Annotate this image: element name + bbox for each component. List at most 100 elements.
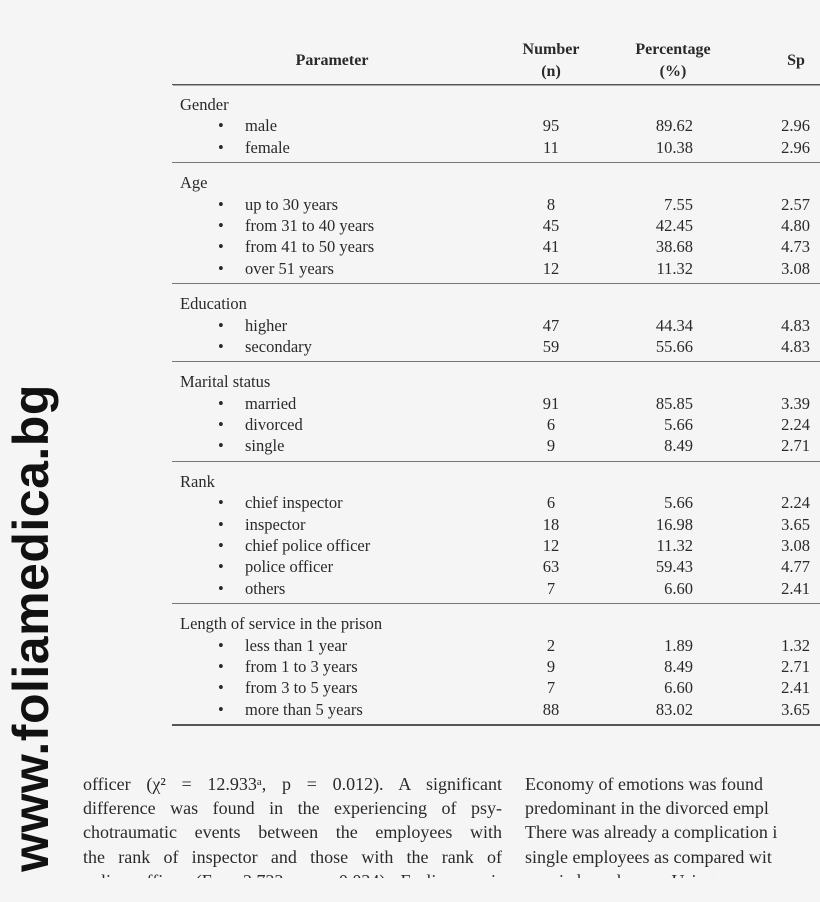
row-percentage: 11.32	[656, 258, 693, 278]
bullet-icon: •	[218, 699, 224, 719]
bullet-icon: •	[218, 137, 224, 157]
row-number: 95	[542, 116, 560, 136]
row-item: up to 30 years	[245, 194, 339, 214]
row-percentage: 5.66	[664, 415, 693, 435]
table-row: • from 41 to 50 years 41 38.68 4.73	[172, 236, 820, 257]
row-number: 9	[546, 436, 556, 456]
row-item: from 41 to 50 years	[245, 237, 375, 257]
row-item: married	[245, 393, 297, 413]
row-sp: 2.41	[781, 678, 810, 698]
row-number: 88	[542, 699, 560, 719]
row-number: 59	[542, 336, 560, 356]
group-label: Length of service in the prison	[180, 614, 383, 634]
group-label: Rank	[180, 471, 215, 491]
group-label-row: Rank	[172, 471, 820, 492]
table-row: • up to 30 years 8 7.55 2.57	[172, 194, 820, 215]
text-line: single employees as compared wit	[525, 846, 772, 867]
bullet-icon: •	[218, 194, 224, 214]
table-row: • more than 5 years 88 83.02 3.65	[172, 699, 820, 720]
group-label: Education	[180, 294, 247, 314]
text-line: There was already a complication i	[525, 822, 778, 843]
row-item: divorced	[245, 415, 303, 435]
table-row: • chief inspector 6 5.66 2.24	[172, 492, 820, 513]
row-percentage: 6.60	[664, 678, 693, 698]
row-item: less than 1 year	[245, 635, 348, 655]
bullet-icon: •	[218, 514, 224, 534]
row-item: inspector	[245, 514, 306, 534]
bullet-icon: •	[218, 678, 224, 698]
table-group: Education • higher 47 44.34 4.83 • secon…	[172, 283, 820, 361]
row-sp: 2.96	[781, 137, 810, 157]
header-number: Number (n)	[511, 39, 591, 83]
table-row: • over 51 years 12 11.32 3.08	[172, 258, 820, 279]
text-line: officer (χ² = 12.933ᵃ, p = 0.012). A sig…	[83, 774, 502, 794]
body-text-left-column: officer (χ² = 12.933ᵃ, p = 0.012). A sig…	[83, 772, 502, 878]
bullet-icon: •	[218, 578, 224, 598]
bullet-icon: •	[218, 493, 224, 513]
bullet-icon: •	[218, 656, 224, 676]
row-item: higher	[245, 315, 288, 335]
bullet-icon: •	[218, 557, 224, 577]
row-percentage: 16.98	[655, 514, 693, 534]
row-number: 12	[542, 258, 560, 278]
bullet-icon: •	[218, 315, 224, 335]
row-percentage: 59.43	[655, 557, 693, 577]
table-bottom-rule	[172, 724, 820, 727]
text-line: the rank of inspector and those with the…	[83, 846, 502, 867]
row-sp: 4.77	[781, 557, 810, 577]
row-item: from 31 to 40 years	[245, 215, 375, 235]
text-line: predominant in the divorced empl	[525, 798, 769, 819]
text-line: chotraumatic events between the employee…	[83, 822, 502, 843]
row-percentage: 7.55	[664, 194, 693, 214]
text-line: difference was found in the experiencing…	[83, 798, 502, 819]
row-percentage: 10.38	[655, 137, 693, 157]
row-number: 18	[542, 514, 560, 534]
demographics-table: Parameter Number (n) Percentage (%) Sp G…	[172, 30, 820, 727]
bullet-icon: •	[218, 237, 224, 257]
group-label-row: Marital status	[172, 371, 820, 392]
row-item: single	[245, 436, 285, 456]
table-group: Gender • male 95 89.62 2.96 • female 11 …	[172, 85, 820, 162]
row-item: chief police officer	[245, 536, 371, 556]
row-item: from 1 to 3 years	[245, 656, 358, 676]
row-percentage: 42.45	[655, 215, 693, 235]
bullet-icon: •	[218, 415, 224, 435]
group-label-row: Gender	[172, 94, 820, 115]
row-number: 7	[546, 578, 556, 598]
row-percentage: 89.62	[655, 116, 693, 136]
row-number: 9	[546, 656, 556, 676]
watermark: www.foliamedica.bg	[3, 384, 59, 872]
table-row: • single 9 8.49 2.71	[172, 435, 820, 456]
table-row: • from 31 to 40 years 45 42.45 4.80	[172, 215, 820, 236]
row-percentage: 8.49	[664, 436, 693, 456]
group-label: Age	[180, 173, 208, 193]
row-item: others	[245, 578, 286, 598]
bullet-icon: •	[218, 116, 224, 136]
table-row: • from 3 to 5 years 7 6.60 2.41	[172, 677, 820, 698]
row-number: 7	[546, 678, 556, 698]
row-percentage: 1.89	[664, 635, 693, 655]
row-percentage: 85.85	[655, 393, 693, 413]
table-row: • male 95 89.62 2.96	[172, 115, 820, 136]
table-row: • secondary 59 55.66 4.83	[172, 336, 820, 357]
row-percentage: 83.02	[655, 699, 693, 719]
text-line: Economy of emotions was found	[525, 774, 763, 794]
row-sp: 4.83	[781, 315, 810, 335]
row-sp: 3.08	[781, 258, 810, 278]
row-sp: 3.08	[781, 536, 810, 556]
bullet-icon: •	[218, 635, 224, 655]
row-number: 2	[546, 635, 556, 655]
row-number: 6	[546, 493, 556, 513]
row-number: 41	[542, 237, 560, 257]
header-percentage-line2: (%)	[659, 63, 687, 80]
row-item: female	[245, 137, 290, 157]
table-group: Rank • chief inspector 6 5.66 2.24 • ins…	[172, 460, 820, 603]
row-number: 91	[542, 393, 560, 413]
row-percentage: 11.32	[656, 536, 693, 556]
group-label-row: Length of service in the prison	[172, 613, 820, 634]
row-sp: 4.80	[781, 215, 810, 235]
table-row: • divorced 6 5.66 2.24	[172, 414, 820, 435]
bullet-icon: •	[218, 436, 224, 456]
table-row: • from 1 to 3 years 9 8.49 2.71	[172, 656, 820, 677]
table-row: • female 11 10.38 2.96	[172, 137, 820, 158]
